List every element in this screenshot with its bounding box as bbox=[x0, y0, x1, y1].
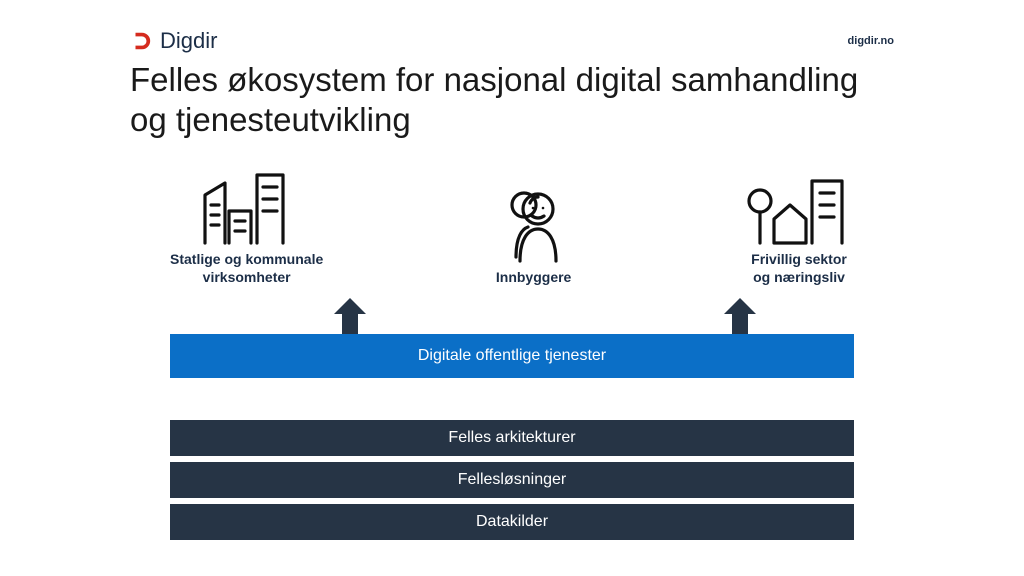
layer-solutions: Fellesløsninger bbox=[170, 462, 854, 498]
audience-citizens-label: Innbyggere bbox=[496, 269, 571, 287]
brand-mark-icon bbox=[130, 30, 152, 52]
buildings-icon bbox=[197, 165, 297, 245]
page-title: Felles økosystem for nasjonal digital sa… bbox=[40, 54, 984, 139]
arrows-row bbox=[40, 300, 984, 334]
header: Digdir digdir.no bbox=[40, 28, 984, 54]
audience-voluntary-label: Frivillig sektor og næringsliv bbox=[751, 251, 847, 286]
person-icon bbox=[494, 183, 574, 263]
audience-gov-label: Statlige og kommunale virksomheter bbox=[170, 251, 323, 286]
audience-gov: Statlige og kommunale virksomheter bbox=[170, 165, 323, 286]
community-icon bbox=[744, 165, 854, 245]
audience-voluntary: Frivillig sektor og næringsliv bbox=[744, 165, 854, 286]
brand: Digdir bbox=[130, 28, 217, 54]
audience-citizens: Innbyggere bbox=[494, 183, 574, 287]
audiences-row: Statlige og kommunale virksomheter bbox=[40, 139, 984, 286]
slide: Digdir digdir.no Felles økosystem for na… bbox=[0, 0, 1024, 576]
site-label: digdir.no bbox=[848, 35, 894, 47]
arrow-up-right-icon bbox=[720, 296, 760, 336]
arrow-up-left-icon bbox=[330, 296, 370, 336]
brand-name: Digdir bbox=[160, 28, 217, 54]
layer-services: Digitale offentlige tjenester bbox=[170, 334, 854, 378]
layer-stack: Digitale offentlige tjenester Felles ark… bbox=[170, 334, 854, 540]
layer-datasources: Datakilder bbox=[170, 504, 854, 540]
layer-architectures: Felles arkitekturer bbox=[170, 420, 854, 456]
